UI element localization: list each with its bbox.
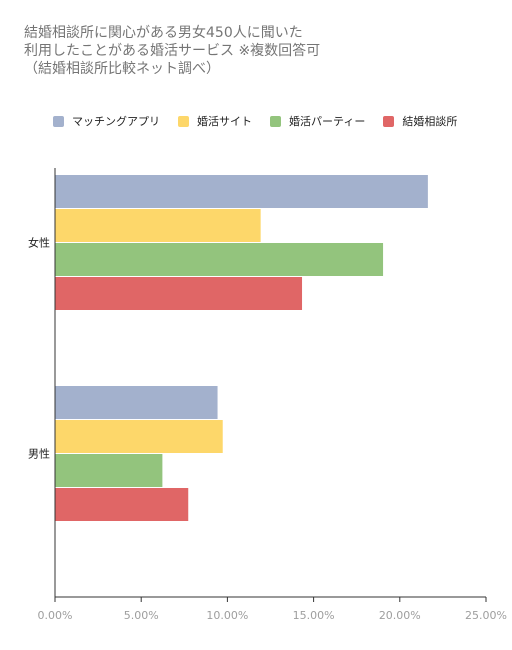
bar[interactable] bbox=[55, 454, 163, 487]
legend-swatch-konkatsu-party bbox=[270, 115, 281, 127]
legend-label-konkatsu-site: 婚活サイト bbox=[197, 115, 252, 128]
x-tick-label: 25.00% bbox=[465, 609, 507, 622]
chart-title-line-3: （結婚相談所比較ネット調べ） bbox=[24, 61, 220, 77]
category-label: 女性 bbox=[28, 236, 50, 250]
legend-label-konkatsu-party: 婚活パーティー bbox=[289, 115, 366, 128]
x-tick-label: 5.00% bbox=[124, 609, 159, 622]
legend-swatch-matching-app bbox=[53, 115, 64, 127]
legend-item-konkatsu-site[interactable]: 婚活サイト bbox=[178, 113, 252, 129]
bar[interactable] bbox=[55, 420, 223, 453]
chart-title: 結婚相談所に関心がある男女450人に聞いた 利用したことがある婚活サービス ※複… bbox=[24, 24, 494, 78]
bar[interactable] bbox=[55, 175, 428, 208]
legend-swatch-konkatsu-site bbox=[178, 115, 189, 127]
bar[interactable] bbox=[55, 243, 384, 276]
x-tick-label: 10.00% bbox=[206, 609, 248, 622]
category-label: 男性 bbox=[28, 447, 50, 461]
chart-legend: マッチングアプリ 婚活サイト 婚活パーティー 結婚相談所 bbox=[53, 114, 475, 128]
legend-label-marriage-agency: 結婚相談所 bbox=[402, 115, 458, 128]
x-tick-label: 20.00% bbox=[379, 609, 421, 622]
legend-swatch-marriage-agency bbox=[383, 115, 395, 127]
legend-item-marriage-agency[interactable]: 結婚相談所 bbox=[383, 113, 457, 129]
chart-title-line-2: 利用したことがある婚活サービス ※複数回答可 bbox=[24, 43, 321, 59]
legend-label-matching-app: マッチングアプリ bbox=[72, 115, 160, 128]
x-tick-label: 15.00% bbox=[293, 609, 335, 622]
x-tick-label: 0.00% bbox=[38, 609, 73, 622]
bar[interactable] bbox=[55, 386, 218, 419]
bar[interactable] bbox=[55, 209, 261, 242]
legend-item-konkatsu-party[interactable]: 婚活パーティー bbox=[270, 113, 365, 129]
legend-item-matching-app[interactable]: マッチングアプリ bbox=[53, 113, 160, 129]
bar[interactable] bbox=[55, 277, 303, 310]
bar[interactable] bbox=[55, 488, 189, 521]
chart-title-line-1: 結婚相談所に関心がある男女450人に聞いた bbox=[24, 25, 303, 41]
